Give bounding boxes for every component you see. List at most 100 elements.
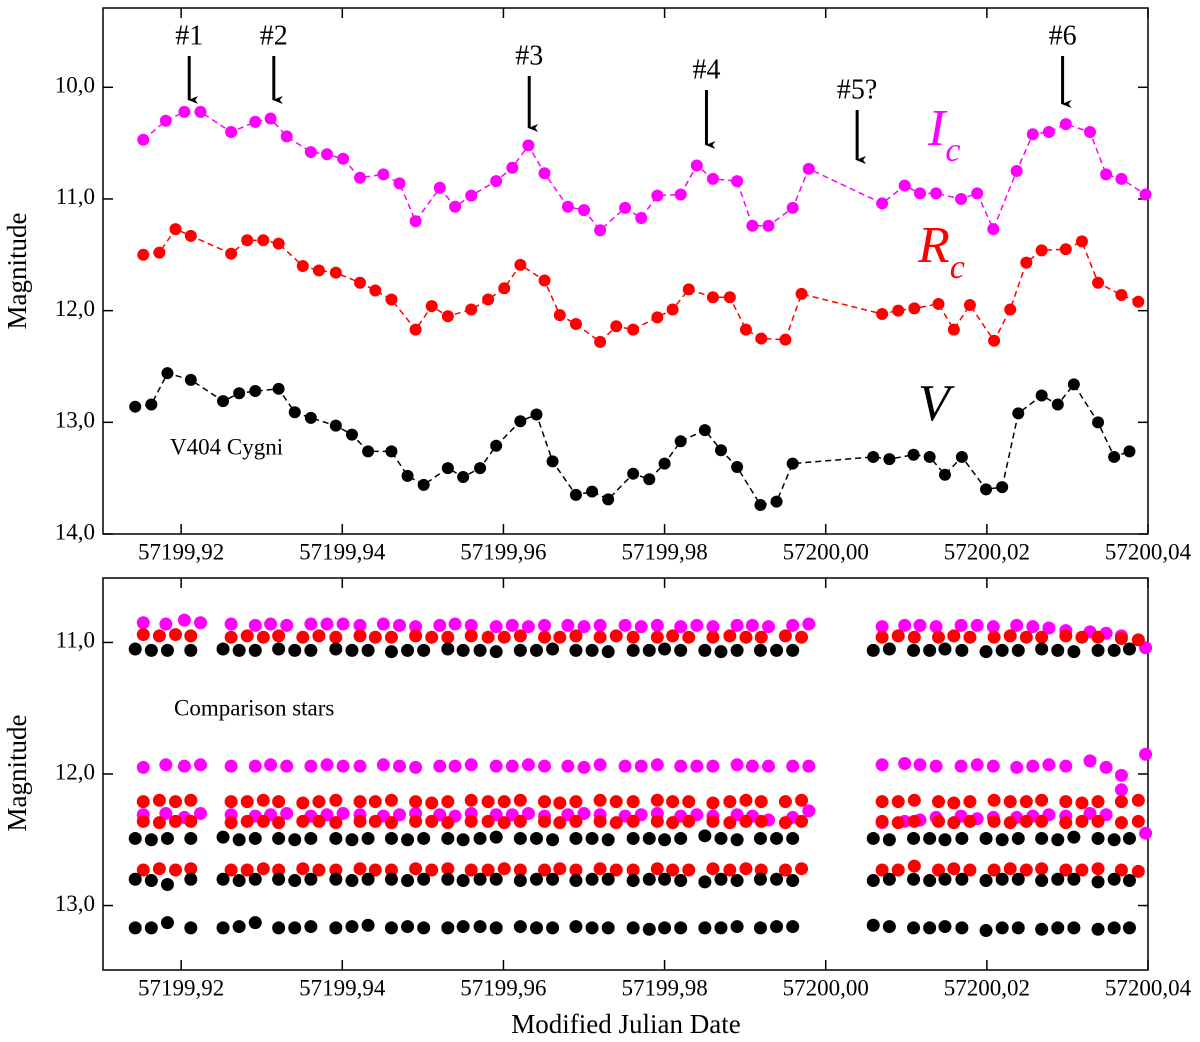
data-point [1035, 244, 1048, 257]
data-point [169, 863, 183, 877]
data-point [1011, 831, 1025, 845]
data-point [706, 862, 720, 876]
data-point [538, 795, 552, 809]
data-point [1091, 630, 1105, 644]
data-point [690, 618, 704, 632]
data-point [970, 758, 984, 772]
data-point [457, 471, 470, 484]
data-point [224, 795, 238, 809]
data-point [144, 874, 158, 888]
data-point [272, 237, 285, 250]
data-point [448, 759, 462, 773]
data-point [329, 642, 343, 656]
data-point [159, 758, 173, 772]
data-point [464, 793, 478, 807]
data-point [1122, 921, 1136, 935]
data-point [417, 831, 431, 845]
data-point [642, 872, 656, 886]
data-point [1051, 833, 1065, 847]
data-point [731, 175, 744, 188]
data-point [739, 862, 753, 876]
data-point [947, 816, 961, 830]
data-point [650, 758, 664, 772]
data-point [1067, 921, 1081, 935]
data-point [384, 645, 398, 659]
data-point [538, 759, 552, 773]
data-point [1035, 922, 1049, 936]
data-point [1108, 450, 1121, 463]
data-point [128, 872, 142, 886]
data-point [296, 814, 310, 828]
data-point [1059, 243, 1072, 256]
data-point [178, 105, 191, 118]
data-point [329, 816, 343, 830]
data-point [385, 293, 398, 306]
data-point [538, 618, 552, 632]
data-point [762, 219, 775, 232]
data-point [513, 793, 527, 807]
data-point [329, 793, 343, 807]
data-point [706, 291, 719, 304]
data-point [490, 175, 503, 188]
data-point [489, 830, 503, 844]
data-point [955, 450, 968, 463]
data-point [1059, 816, 1073, 830]
data-point [601, 833, 615, 847]
data-point [280, 618, 294, 632]
data-point [329, 872, 343, 886]
data-point [650, 630, 664, 644]
data-point [160, 643, 174, 657]
data-point [882, 833, 896, 847]
data-point [1115, 172, 1128, 185]
data-point [932, 297, 945, 310]
data-point [376, 617, 390, 631]
data-point [513, 874, 527, 888]
data-point [674, 831, 688, 845]
data-point [272, 921, 286, 935]
data-point [272, 382, 285, 395]
data-point [594, 335, 607, 348]
data-point [666, 863, 680, 877]
data-point [384, 921, 398, 935]
data-point [739, 814, 753, 828]
data-point [875, 795, 889, 809]
data-point [490, 439, 503, 452]
series-line [135, 372, 1130, 506]
data-point [963, 814, 977, 828]
data-point [465, 303, 478, 316]
data-point [706, 814, 720, 828]
x-axis-label: Modified Julian Date [511, 1009, 740, 1039]
data-point [929, 620, 943, 634]
data-point [731, 460, 744, 473]
data-point [193, 758, 207, 772]
data-point [882, 920, 896, 934]
data-point [232, 920, 246, 934]
data-point [216, 642, 230, 656]
data-point [754, 795, 768, 809]
data-point [786, 874, 800, 888]
data-point [320, 148, 333, 161]
data-point [891, 816, 905, 830]
data-point [674, 921, 688, 935]
data-point [1075, 235, 1088, 248]
data-point [160, 877, 174, 891]
data-point [1075, 814, 1089, 828]
data-point [304, 643, 318, 657]
data-point [1083, 754, 1097, 768]
data-point [441, 310, 454, 323]
data-point [698, 424, 711, 437]
data-point [433, 181, 446, 194]
data-point [1091, 862, 1105, 876]
data-point [938, 833, 952, 847]
data-point [337, 152, 350, 165]
data-point [304, 617, 318, 631]
x-tick-label: 57199,96 [460, 975, 546, 1000]
data-point [674, 435, 687, 448]
data-point [441, 872, 455, 886]
data-point [955, 921, 969, 935]
data-point [225, 247, 238, 260]
data-point [137, 133, 150, 146]
data-point [593, 758, 607, 772]
data-point [651, 189, 664, 202]
data-point [184, 862, 198, 876]
